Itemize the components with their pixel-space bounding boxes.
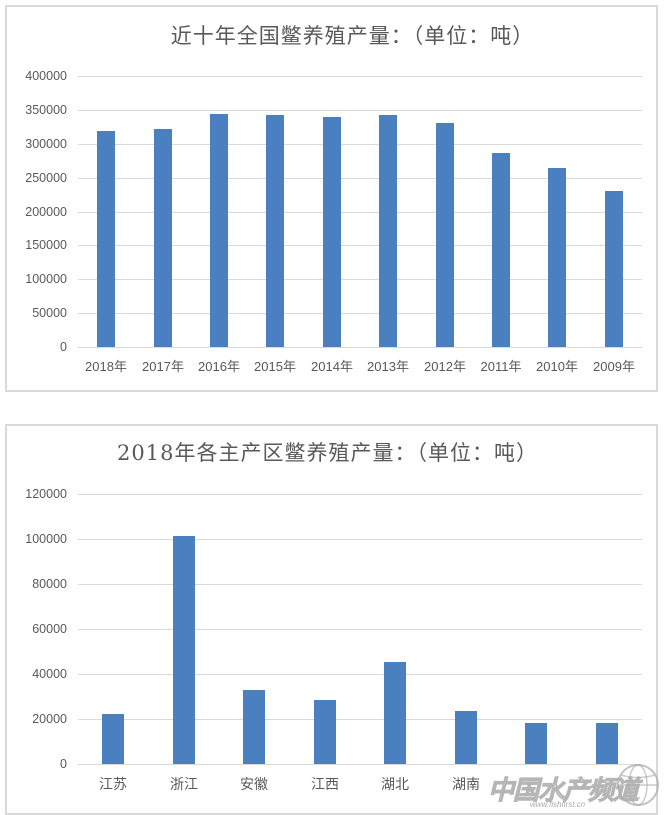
bar [548,168,566,347]
x-axis-tick-label: 湖北 [381,777,409,793]
gridline [78,764,642,765]
y-axis-tick-label: 400000 [25,69,67,83]
x-axis-tick-label: 2011年 [480,359,522,374]
x-axis-tick-label: 2017年 [142,359,184,374]
gridline [78,539,642,540]
gridline [78,245,642,246]
y-axis-tick-label: 150000 [25,238,67,252]
y-axis-tick-label: 0 [60,757,67,771]
bar [210,114,228,347]
gridline [78,347,642,348]
gridline [78,674,642,675]
x-axis-tick-label: 2016年 [198,359,240,374]
bar [173,536,195,764]
y-axis-tick-label: 20000 [32,712,67,726]
x-axis-tick-label: 安徽 [240,777,268,793]
y-axis-tick-label: 350000 [25,103,67,117]
bar [596,723,618,764]
y-axis-tick-label: 50000 [32,306,67,320]
gridline [78,212,642,213]
gridline [78,110,642,111]
bar [323,117,341,347]
bar [455,711,477,764]
bar [436,123,454,347]
x-axis-tick-label: 2009年 [593,359,635,374]
y-axis-tick-label: 60000 [32,622,67,636]
x-axis-tick-label: 2014年 [311,359,353,374]
y-axis-tick-label: 300000 [25,137,67,151]
chart-regional-title: 2018年各主产区鳖养殖产量：（单位：吨） [117,441,538,465]
x-axis-tick-label: 浙江 [170,777,198,793]
chart-national-title: 近十年全国鳖养殖产量：（单位：吨） [170,24,535,48]
x-axis-tick-label: 湖南 [452,777,480,793]
y-axis-tick-label: 200000 [25,205,67,219]
y-axis-tick-label: 120000 [25,487,67,501]
gridline [78,144,642,145]
bar [97,131,115,347]
bar [154,129,172,347]
x-axis-tick-label: 江西 [311,777,339,793]
gridline [78,313,642,314]
x-axis-tick-label: 江苏 [99,777,127,793]
y-axis-tick-label: 100000 [25,532,67,546]
gridline [78,279,642,280]
y-axis-tick-label: 100000 [25,272,67,286]
bar [384,662,406,764]
bar [243,690,265,764]
bar [102,714,124,764]
gridline [78,494,642,495]
y-axis-tick-label: 0 [60,340,67,354]
gridline [78,178,642,179]
gridline [78,629,642,630]
x-axis-tick-label: 2018年 [85,359,127,374]
y-axis-tick-label: 40000 [32,667,67,681]
bar [605,191,623,347]
bar [266,115,284,347]
y-axis-tick-label: 80000 [32,577,67,591]
x-axis-tick-label: 2012年 [424,359,466,374]
bar [314,700,336,764]
bar [379,115,397,347]
bar [525,723,547,764]
x-axis-tick-label: 2010年 [536,359,578,374]
gridline [78,719,642,720]
gridline [78,584,642,585]
x-axis-tick-label: 2015年 [254,359,296,374]
bar [492,153,510,347]
x-axis-tick-label: 2013年 [367,359,409,374]
y-axis-tick-label: 250000 [25,171,67,185]
gridline [78,76,642,77]
